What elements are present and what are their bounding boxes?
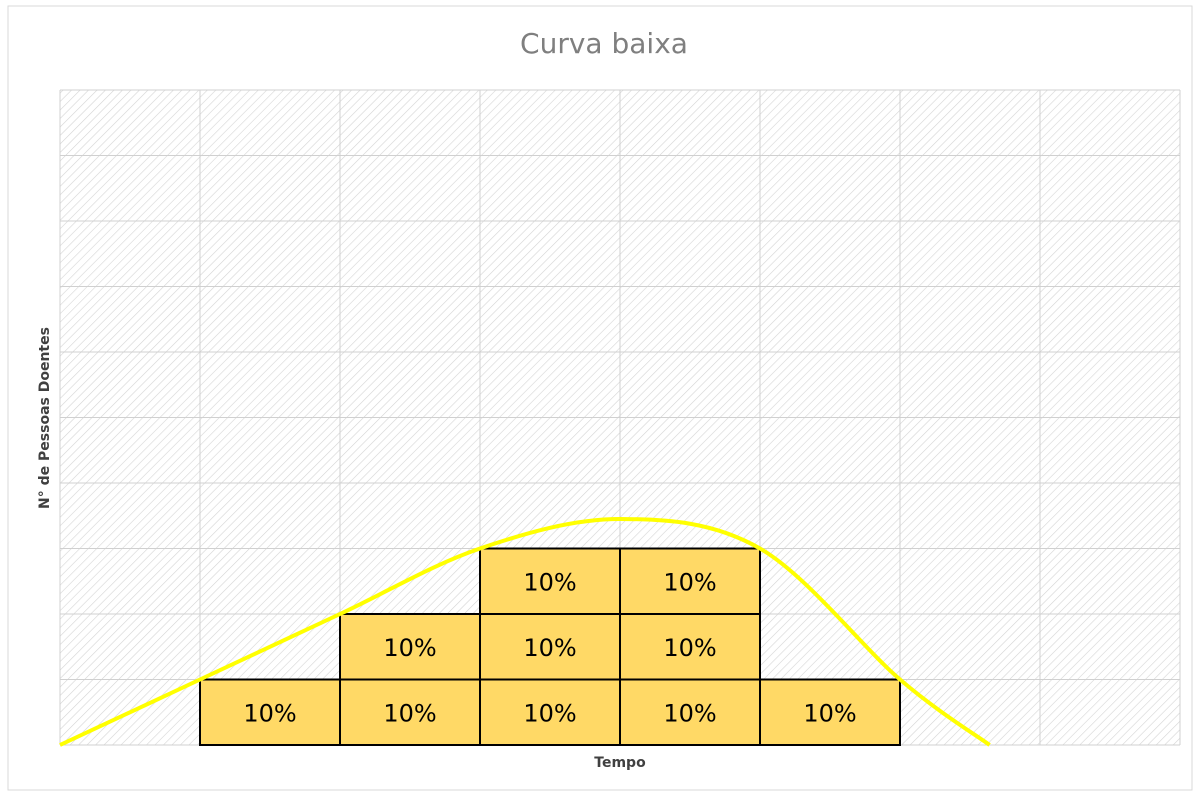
data-label: 10%: [523, 699, 576, 727]
bar-segment: [339, 613, 481, 681]
bar-segment: [479, 613, 621, 681]
data-label: 10%: [663, 699, 716, 727]
data-label: 10%: [383, 699, 436, 727]
data-label: 10%: [663, 568, 716, 596]
data-label: 10%: [243, 699, 296, 727]
chart-title: Curva baixa: [520, 27, 688, 60]
curve-line: [59, 517, 991, 747]
bar-segment: [619, 678, 761, 746]
bar-segment: [199, 678, 341, 746]
bar-segment: [479, 547, 621, 615]
y-axis-label: N° de Pessoas Doentes: [37, 327, 53, 509]
x-axis-label: Tempo: [594, 755, 646, 771]
bar-segment: [619, 547, 761, 615]
bar-segment: [339, 678, 481, 746]
bar-segment: [479, 678, 621, 746]
data-label: 10%: [523, 568, 576, 596]
data-label: 10%: [523, 634, 576, 662]
bar-segment: [619, 613, 761, 681]
bar-segment: [759, 678, 901, 746]
data-label: 10%: [383, 634, 436, 662]
data-label: 10%: [663, 634, 716, 662]
data-label: 10%: [803, 699, 856, 727]
